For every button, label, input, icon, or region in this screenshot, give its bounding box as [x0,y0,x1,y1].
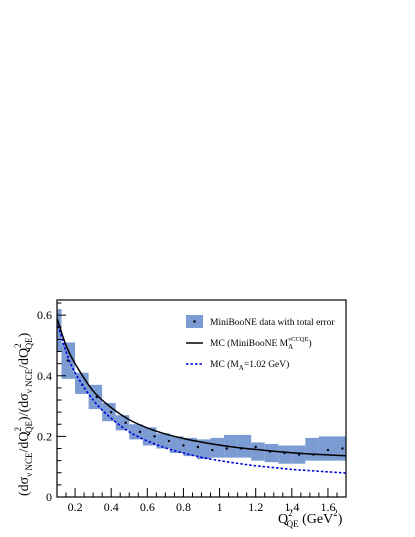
y-axis-title-s1: ν NCE [24,452,34,477]
y-tick-label: 0.4 [37,369,52,383]
x-tick-label: 0.4 [104,500,119,514]
x-axis-title-sub: QE [287,519,299,529]
data-point [211,448,214,452]
y-axis-title-sup4: 2 [13,343,23,348]
data-point [326,448,330,452]
error-band-layer [57,309,346,464]
x-tick-label: 1.6 [320,500,335,514]
legend-label-mc-miniboone-post: ) [308,338,311,349]
error-band-bin [88,384,103,410]
legend-label-mc-miniboone: MC (MiniBooNE MAνCCQE) [210,336,312,351]
x-tick-label: 1 [217,500,223,514]
error-band-bin [115,415,130,431]
x-axis-title-sup: 2 [288,508,293,518]
legend-label-mc-miniboone-main: MC (MiniBooNE M [210,338,289,349]
legend-label-mc-ma-main: MC (M [210,359,239,370]
y-axis-title-p2: /dQ [17,431,32,452]
y-axis-title-p1: (dσ [17,476,32,496]
data-point [138,430,142,434]
error-band-bin [305,437,319,461]
data-point [109,410,113,414]
y-axis-title-p3: )/(dσ [17,393,32,421]
y-tick-label: 0.6 [37,308,52,322]
data-point [153,435,156,438]
x-tick-label: 1.4 [284,500,299,514]
y-axis-title-sup2: 2 [13,427,23,432]
mc-miniboone-curve [57,317,346,457]
error-band-bin [183,437,197,457]
error-band-bin [264,443,279,463]
data-point [66,359,70,362]
legend: MiniBooNE data with total error MC (Mini… [186,315,335,372]
y-axis-title-s4: QE [24,337,34,349]
x-tick-label: 0.8 [176,500,191,514]
error-band-bin [251,442,265,461]
data-point [167,439,171,443]
x-axis-title-unit-close: ) [338,512,343,527]
data-point [341,447,344,450]
x-axis-title-main: Q [278,512,288,527]
legend-swatch-point [193,320,196,323]
x-tick-label: 0.6 [140,500,155,514]
x-axis-title: Q2 QE (GeV2) [278,508,343,529]
y-axis-title-p4: /dQ [17,348,32,369]
tick-labels: 0.2 0.4 0.6 0.8 1 1.2 1.4 1.6 0 0.2 0.4 0.6 [37,308,335,514]
legend-label-data: MiniBooNE data with total error [210,318,335,328]
mc-ma-1.02-curve [57,320,346,474]
data-point [254,445,257,449]
x-tick-label: 0.2 [68,500,83,514]
y-tick-label: 0.2 [37,429,52,443]
legend-label-mc-ma: MC (MA=1.02 GeV) [210,359,289,372]
y-tick-label: 0 [46,490,52,504]
error-band-bin [169,436,184,454]
axis-ticks [56,302,347,498]
error-band-bin [156,433,170,449]
y-axis-title-s2: QE [24,420,34,432]
y-axis-title: (dσν NCE/dQ2QE)/(dσν NCE/dQ2QE) [13,332,34,496]
x-axis-title-unit-sup: 2 [333,508,338,518]
legend-label-mc-ma-post: =1.02 GeV) [244,359,289,370]
error-band-bin [129,424,143,440]
data-point [196,445,200,449]
x-axis-title-unit: (GeV [299,512,334,527]
error-band-bin [210,437,225,458]
x-tick-label: 1.2 [248,500,263,514]
y-axis-title-p5: ) [17,332,32,337]
error-band-bin [196,439,211,460]
y-axis-title-s3: ν NCE [24,368,34,393]
data-point [225,447,228,450]
data-point [182,444,185,447]
error-band-bin [278,445,292,464]
legend-label-mc-miniboone-sup: νCCQE [288,336,308,343]
mc-lines-layer [57,317,346,474]
legend-label-mc-ma-sub: A [239,364,244,372]
error-band-bin [237,434,252,458]
legend-label-mc-miniboone-sub: A [288,343,293,351]
data-point [124,421,127,424]
